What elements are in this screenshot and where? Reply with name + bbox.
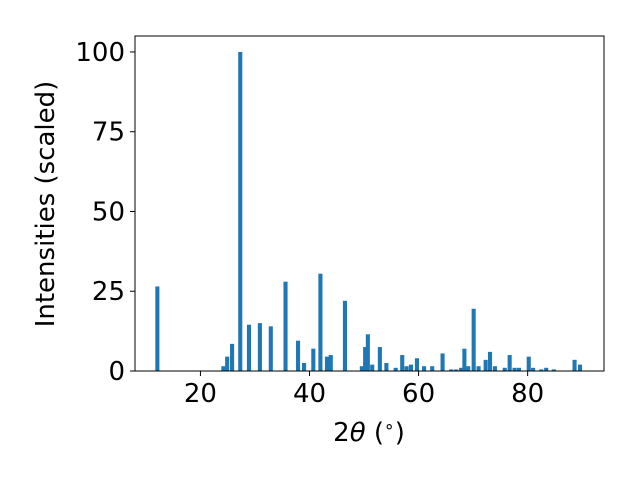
bar <box>257 323 262 371</box>
bars-group <box>155 51 583 371</box>
y-tick-label: 75 <box>92 118 125 148</box>
bar <box>449 369 454 371</box>
plot-frame <box>134 35 605 372</box>
bar <box>572 359 577 371</box>
bar <box>246 324 252 371</box>
bar <box>459 367 464 371</box>
bar <box>430 366 435 371</box>
bar <box>221 366 226 371</box>
bar <box>318 273 323 371</box>
bar <box>414 358 419 371</box>
x-label-prefix: 2 <box>333 418 350 448</box>
bar <box>393 367 398 371</box>
x-label-degree: ∘ <box>384 417 395 437</box>
bar <box>302 363 307 371</box>
bar <box>544 367 549 371</box>
bar <box>483 359 488 371</box>
y-tick-label: 0 <box>108 357 125 387</box>
bar <box>421 366 427 371</box>
bar <box>502 367 507 371</box>
bar <box>531 367 536 371</box>
bar <box>370 364 375 371</box>
bar <box>225 356 230 371</box>
y-axis-ticks: 0 25 50 75 100 <box>75 38 135 387</box>
bar <box>539 369 544 371</box>
bar <box>400 355 405 371</box>
x-axis-ticks: 20 40 60 80 <box>184 371 544 409</box>
bar <box>328 355 333 371</box>
bar <box>363 347 368 371</box>
bar <box>471 308 476 371</box>
bar <box>404 366 409 371</box>
bar <box>516 367 521 371</box>
bar <box>155 286 160 371</box>
plot-background <box>135 36 604 371</box>
bar <box>324 356 330 371</box>
bar <box>342 300 347 371</box>
bar <box>384 363 389 371</box>
bar <box>466 366 471 371</box>
x-tick-label: 40 <box>293 379 326 409</box>
bar <box>507 355 512 371</box>
bar <box>283 281 288 371</box>
bar <box>492 366 497 371</box>
bar <box>526 356 531 371</box>
bar <box>365 334 370 371</box>
bar <box>296 340 301 371</box>
bar <box>512 367 517 371</box>
x-tick-label: 80 <box>511 379 544 409</box>
bar <box>311 348 316 371</box>
x-label-theta: θ <box>350 418 366 448</box>
y-tick-label: 50 <box>92 197 125 227</box>
bar <box>408 364 413 371</box>
bar <box>551 369 556 371</box>
bar <box>377 347 382 371</box>
bar <box>577 364 583 371</box>
bar <box>238 51 243 371</box>
bar <box>454 369 459 371</box>
bar <box>230 343 235 371</box>
x-tick-label: 20 <box>184 379 217 409</box>
x-tick-label: 60 <box>402 379 435 409</box>
y-tick-label: 25 <box>92 277 125 307</box>
bar <box>440 353 445 371</box>
x-axis-label: 2θ (∘) <box>333 417 405 448</box>
bar <box>268 326 273 371</box>
x-label-close: ) <box>395 418 405 448</box>
x-label-open: ( <box>366 418 384 448</box>
bar <box>359 366 364 371</box>
bar <box>476 366 481 371</box>
bar <box>462 348 467 371</box>
bar <box>487 351 493 371</box>
y-tick-label: 100 <box>75 38 125 68</box>
y-axis-label: Intensities (scaled) <box>31 81 61 328</box>
